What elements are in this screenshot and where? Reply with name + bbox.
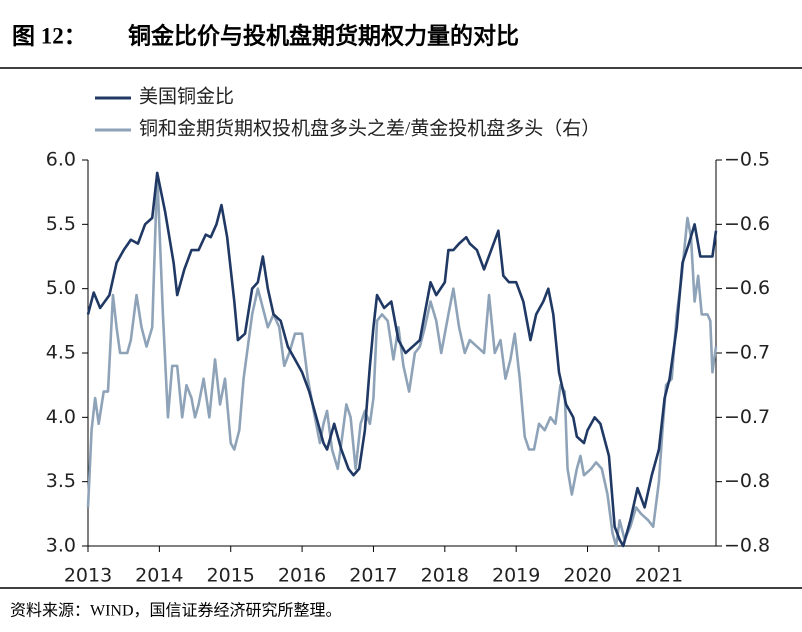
x-tick-label: 2020 [563, 565, 611, 587]
x-tick-label: 2013 [64, 565, 112, 587]
x-tick-label: 2018 [421, 565, 469, 587]
y2-tick-label: −0.7 [724, 406, 770, 428]
x-tick-label: 2017 [349, 565, 397, 587]
x-tick-label: 2015 [207, 565, 255, 587]
y2-tick-label: −0.7 [724, 342, 770, 364]
figure-label: 图 12： [12, 23, 87, 48]
legend-label: 铜和金期货期权投机盘多头之差/黄金投机盘多头（右） [139, 117, 600, 139]
chart-title: 铜金比价与投机盘期货期权力量的对比 [128, 22, 519, 48]
y-tick-label: 3.5 [46, 470, 76, 492]
x-tick-label: 2014 [135, 565, 183, 587]
y-tick-label: 4.5 [46, 342, 76, 364]
x-tick-label: 2021 [635, 565, 683, 587]
series-line [86, 171, 718, 548]
y2-tick-label: −0.8 [724, 470, 770, 492]
x-tick-label: 2019 [492, 565, 540, 587]
y-tick-label: 5.5 [46, 213, 76, 235]
legend-label: 美国铜金比 [139, 85, 234, 107]
series-line [86, 171, 718, 548]
y2-tick-label: −0.5 [724, 149, 770, 171]
y-tick-label: 4.0 [46, 406, 76, 428]
y2-tick-label: −0.6 [724, 277, 770, 299]
y2-tick-label: −0.8 [724, 535, 770, 557]
y-tick-label: 5.0 [46, 277, 76, 299]
y-tick-label: 6.0 [46, 149, 76, 171]
source-note: 资料来源：WIND，国信证券经济研究所整理。 [10, 602, 342, 620]
x-tick-label: 2016 [278, 565, 326, 587]
y-tick-label: 3.0 [46, 535, 76, 557]
y2-tick-label: −0.6 [724, 213, 770, 235]
